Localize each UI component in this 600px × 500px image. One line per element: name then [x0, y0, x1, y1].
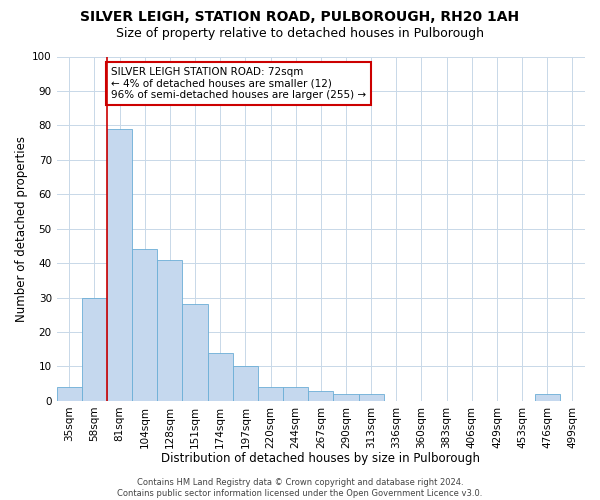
Bar [535, 394, 560, 401]
Bar [258, 387, 283, 401]
Bar [56, 387, 82, 401]
Bar [359, 394, 384, 401]
Text: SILVER LEIGH, STATION ROAD, PULBOROUGH, RH20 1AH: SILVER LEIGH, STATION ROAD, PULBOROUGH, … [80, 10, 520, 24]
X-axis label: Distribution of detached houses by size in Pulborough: Distribution of detached houses by size … [161, 452, 481, 465]
Text: Size of property relative to detached houses in Pulborough: Size of property relative to detached ho… [116, 28, 484, 40]
Bar [208, 352, 233, 401]
Y-axis label: Number of detached properties: Number of detached properties [15, 136, 28, 322]
Bar [233, 366, 258, 401]
Text: SILVER LEIGH STATION ROAD: 72sqm
← 4% of detached houses are smaller (12)
96% of: SILVER LEIGH STATION ROAD: 72sqm ← 4% of… [111, 67, 366, 100]
Bar [182, 304, 208, 401]
Bar [283, 387, 308, 401]
Text: Contains HM Land Registry data © Crown copyright and database right 2024.
Contai: Contains HM Land Registry data © Crown c… [118, 478, 482, 498]
Bar [157, 260, 182, 401]
Bar [107, 129, 132, 401]
Bar [308, 390, 334, 401]
Bar [132, 250, 157, 401]
Bar [82, 298, 107, 401]
Bar [334, 394, 359, 401]
